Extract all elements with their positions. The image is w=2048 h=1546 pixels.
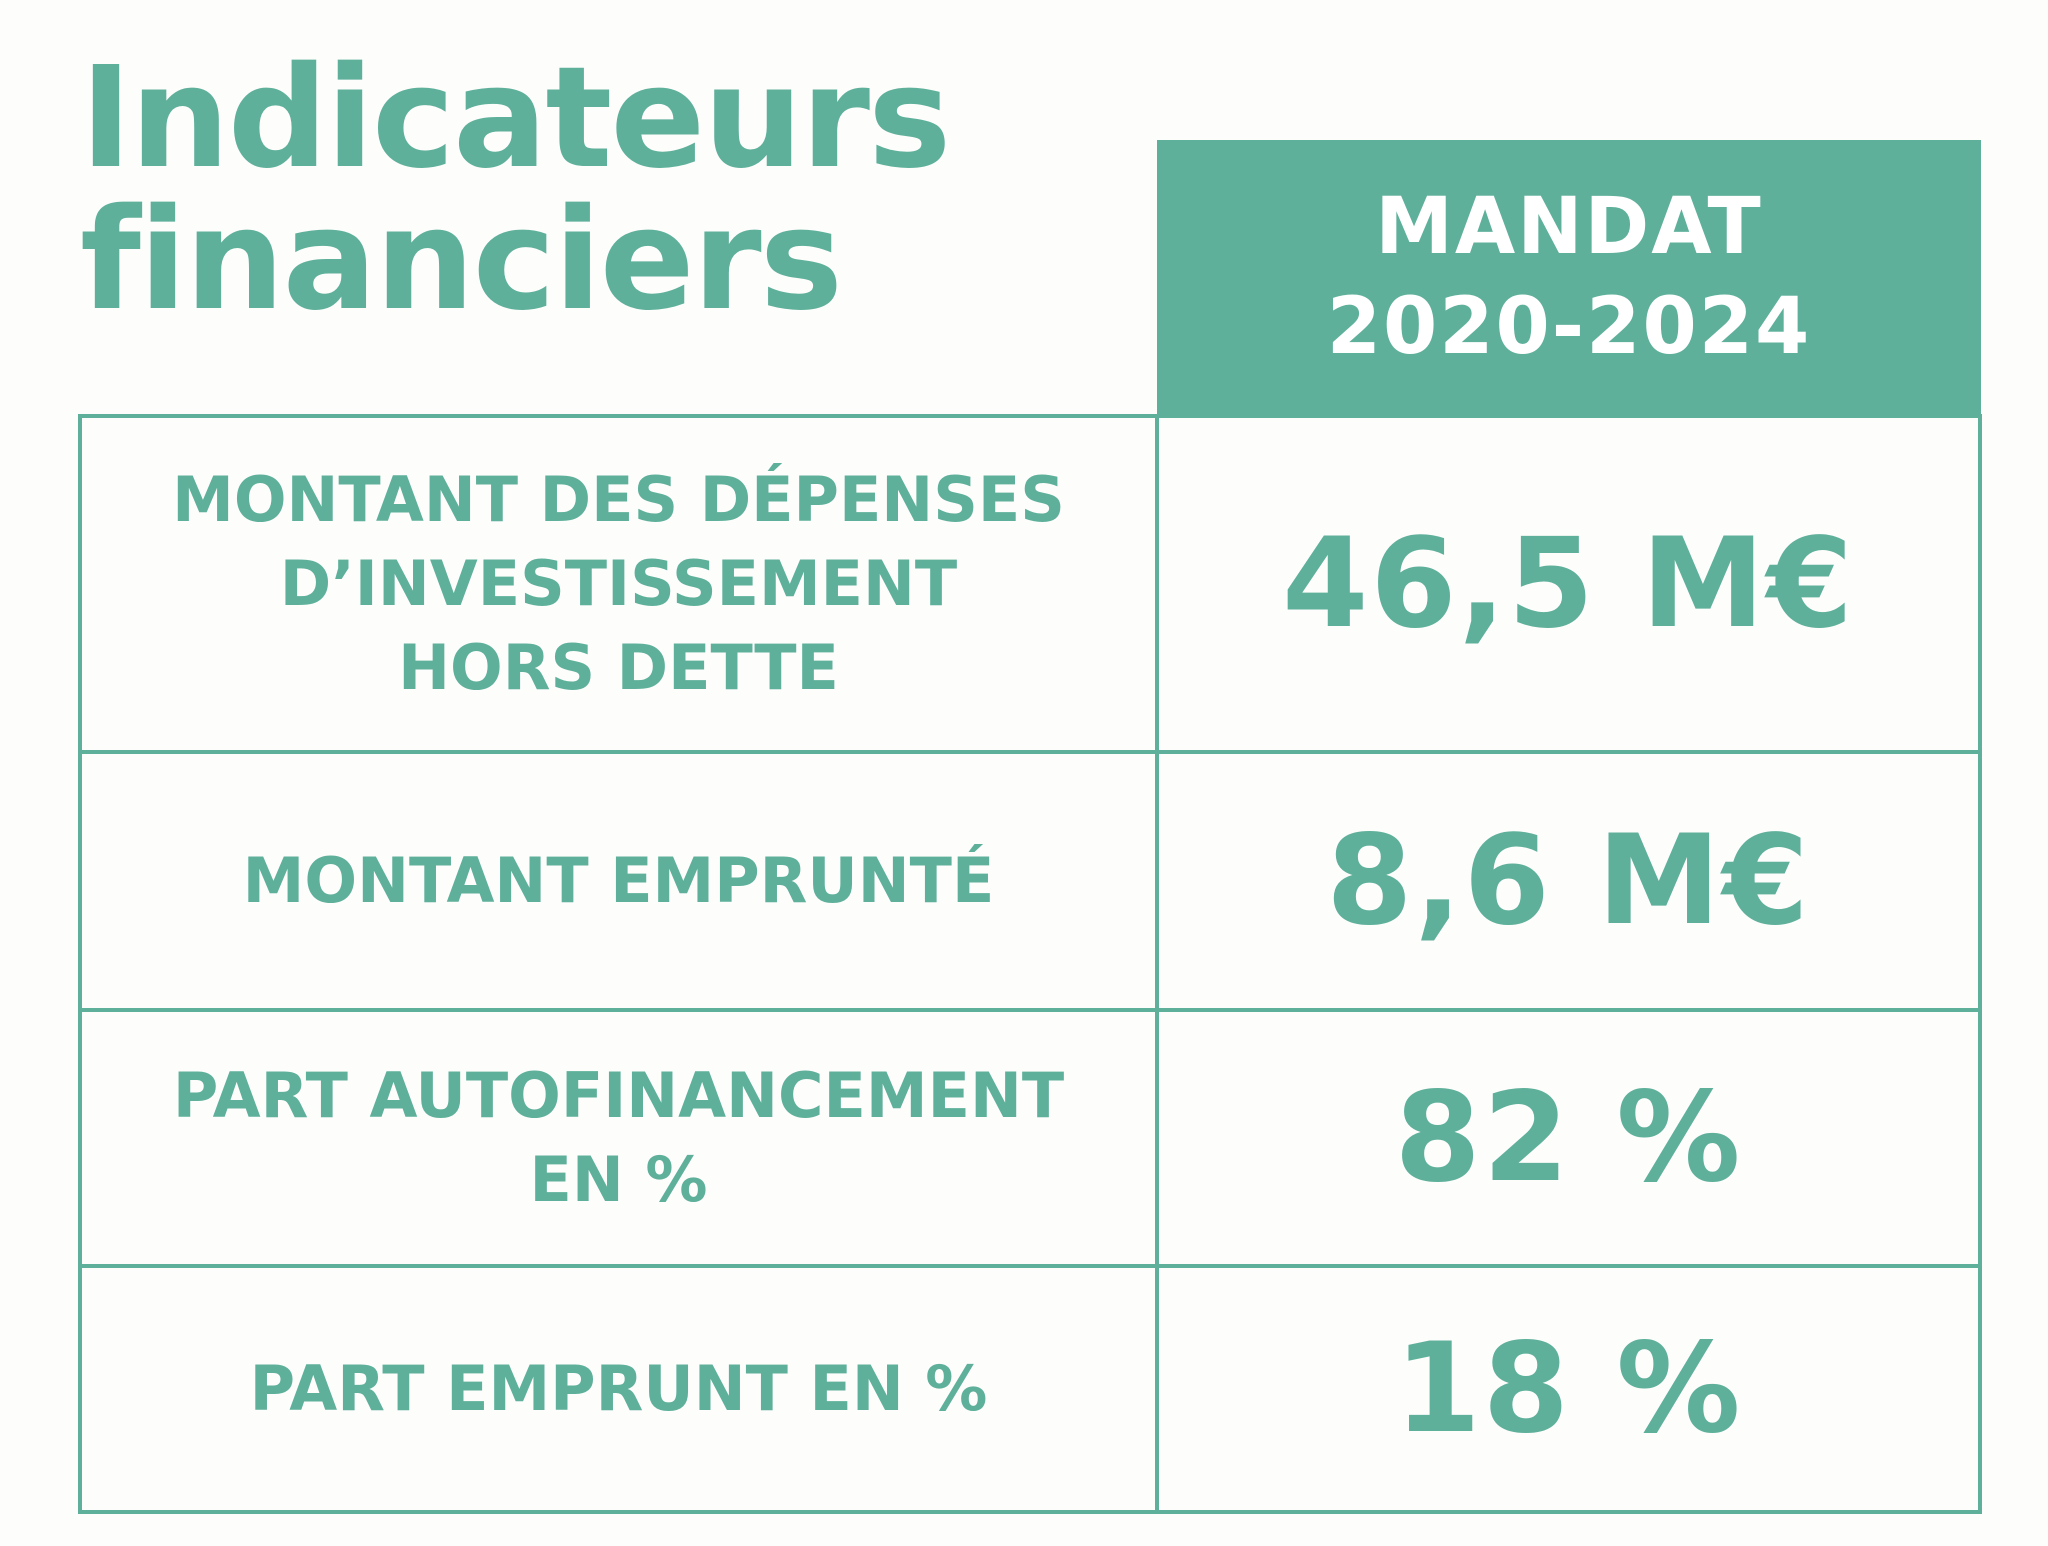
row-label: MONTANT EMPRUNTÉ	[82, 754, 1159, 1008]
page-title-line-1: Indicateurs	[80, 37, 951, 200]
row-label: PART EMPRUNT EN %	[82, 1268, 1159, 1510]
page-title-line-2: financiers	[80, 179, 843, 342]
row-value: 82 %	[1394, 1066, 1743, 1210]
table-row-borrowed: MONTANT EMPRUNTÉ 8,6 M€	[82, 750, 1978, 1008]
table-row-loan-share: PART EMPRUNT EN % 18 %	[82, 1264, 1978, 1510]
row-label: MONTANT DES DÉPENSES D’INVESTISSEMENT HO…	[82, 418, 1159, 750]
page-title: Indicateurs financiers	[80, 37, 951, 342]
column-header-line-2: 2020-2024	[1326, 282, 1812, 372]
row-label: PART AUTOFINANCEMENT EN %	[82, 1012, 1159, 1264]
column-header-line-1: MANDAT	[1375, 182, 1763, 272]
column-header-mandat: MANDAT 2020-2024	[1157, 140, 1981, 414]
table-row-investment: MONTANT DES DÉPENSES D’INVESTISSEMENT HO…	[82, 418, 1978, 750]
row-value: 18 %	[1394, 1317, 1743, 1461]
indicators-table: MONTANT DES DÉPENSES D’INVESTISSEMENT HO…	[78, 414, 1982, 1514]
row-value: 8,6 M€	[1326, 809, 1811, 953]
table-row-self-financing: PART AUTOFINANCEMENT EN % 82 %	[82, 1008, 1978, 1264]
row-value: 46,5 M€	[1282, 512, 1855, 656]
